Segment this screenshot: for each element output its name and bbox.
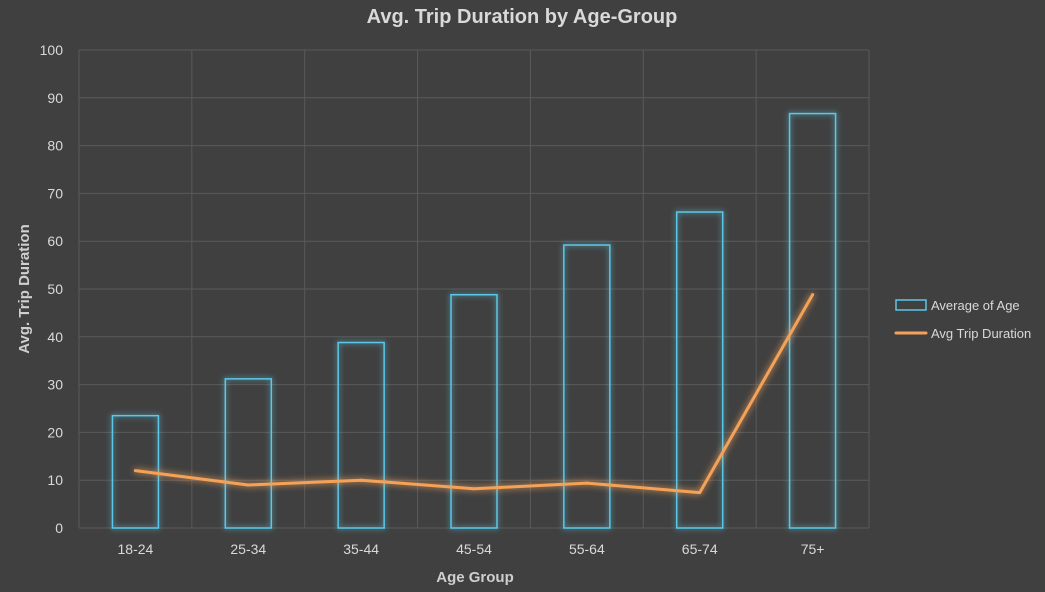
bar-75+: [788, 112, 837, 529]
bar-65-74: [675, 211, 724, 529]
legend-swatch-average-of-age: [895, 299, 927, 311]
y-tick-label: 10: [47, 472, 63, 488]
y-axis-title: Avg. Trip Duration: [16, 224, 33, 353]
x-axis-ticks: 18-24 25-34 35-44 45-54 55-64 65-74 75+: [118, 541, 825, 557]
x-tick-label: 18-24: [118, 541, 154, 557]
y-tick-label: 50: [47, 281, 63, 297]
bar-25-34: [224, 378, 273, 529]
x-tick-label: 55-64: [569, 541, 605, 557]
y-tick-label: 90: [47, 90, 63, 106]
y-tick-label: 0: [55, 520, 63, 536]
line-point-25-34: [246, 483, 250, 487]
y-tick-label: 60: [47, 233, 63, 249]
bar-55-64: [563, 244, 611, 529]
y-tick-label: 30: [47, 377, 63, 393]
x-tick-label: 65-74: [682, 541, 718, 557]
y-tick-label: 80: [47, 138, 63, 154]
line-point-55-64: [585, 481, 589, 485]
line-point-35-44: [359, 478, 363, 482]
grid: [78, 49, 870, 529]
x-tick-label: 25-34: [230, 541, 266, 557]
bar-18-24: [111, 414, 160, 529]
x-tick-label: 75+: [801, 541, 825, 557]
bar-35-44: [337, 341, 385, 529]
y-tick-label: 20: [47, 424, 63, 440]
y-tick-label: 100: [40, 42, 64, 58]
bar-45-54: [450, 293, 498, 529]
line-point-75+: [811, 293, 815, 297]
line-point-18-24: [133, 469, 137, 473]
x-axis-title: Age Group: [436, 569, 514, 586]
bar-series: [111, 112, 837, 529]
legend-label-avg-trip-duration: Avg Trip Duration: [931, 326, 1031, 341]
legend-label-average-of-age: Average of Age: [931, 298, 1020, 313]
chart-title: Avg. Trip Duration by Age-Group: [367, 6, 678, 28]
line-point-45-54: [472, 487, 476, 491]
line-avg-trip-duration: [133, 293, 815, 495]
y-axis-ticks: 0 10 20 30 40 50 60 70 80 90 100: [40, 42, 64, 536]
x-tick-label: 35-44: [343, 541, 379, 557]
x-tick-label: 45-54: [456, 541, 492, 557]
line-point-65-74: [698, 491, 702, 495]
line-series: [133, 293, 815, 495]
legend: Average of Age Avg Trip Duration: [894, 298, 1031, 341]
y-tick-label: 70: [47, 185, 63, 201]
y-tick-label: 40: [47, 329, 63, 345]
